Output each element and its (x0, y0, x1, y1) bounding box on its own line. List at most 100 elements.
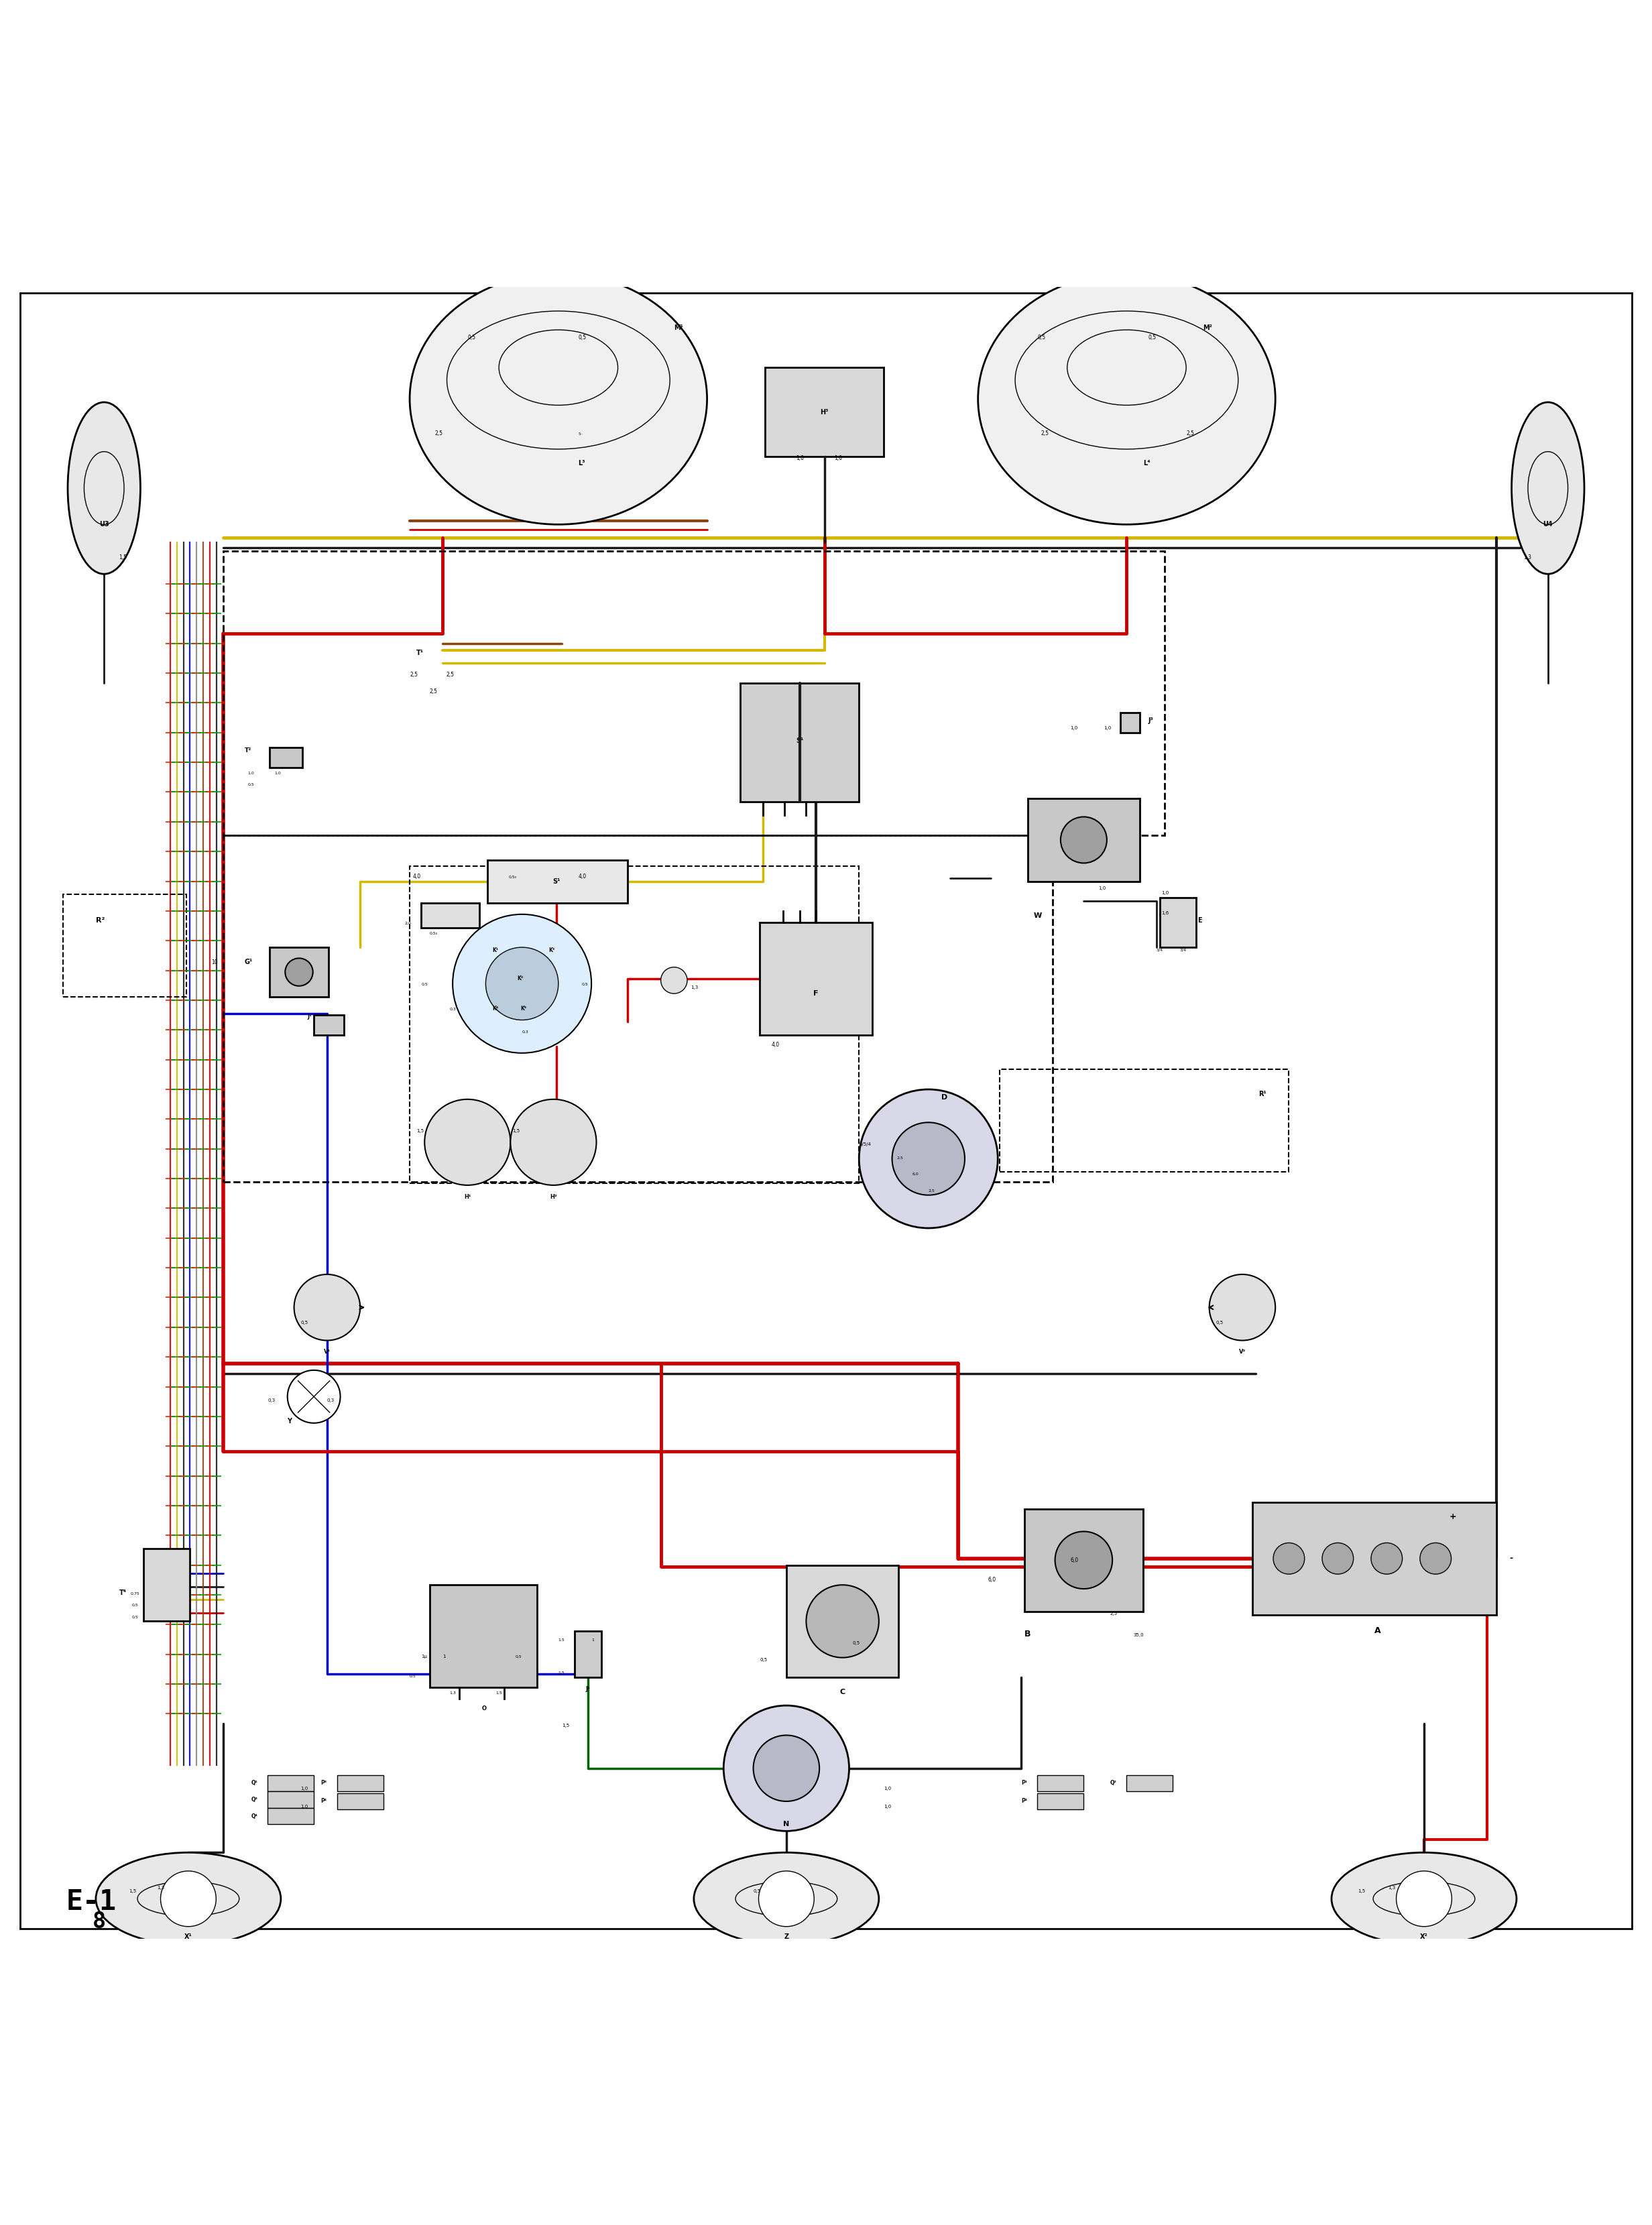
Text: A: A (1374, 1626, 1381, 1635)
Text: 0,5: 0,5 (1037, 334, 1046, 340)
Text: S¹: S¹ (796, 736, 803, 743)
Text: 2,5: 2,5 (1041, 432, 1049, 436)
Text: R¹: R¹ (1259, 1090, 1267, 1097)
Text: 2,5: 2,5 (434, 432, 443, 436)
Circle shape (510, 1099, 596, 1186)
Text: 4,0: 4,0 (578, 872, 586, 879)
Text: P³: P³ (320, 1780, 327, 1787)
Text: 2,5: 2,5 (897, 1157, 904, 1159)
Text: M¹: M¹ (674, 325, 684, 332)
Ellipse shape (96, 1853, 281, 1945)
Text: 3/4: 3/4 (1180, 948, 1186, 952)
Bar (410, 866, 859, 1184)
Circle shape (758, 1871, 814, 1927)
Circle shape (160, 1871, 216, 1927)
Bar (1127, 1776, 1173, 1791)
Text: Q⁴: Q⁴ (251, 1813, 258, 1820)
Circle shape (453, 914, 591, 1052)
Text: 6,0: 6,0 (988, 1578, 996, 1582)
Circle shape (753, 1736, 819, 1802)
Text: 0,5: 0,5 (1216, 1322, 1224, 1324)
Bar (63, 894, 187, 997)
Text: F: F (813, 990, 819, 997)
Circle shape (1371, 1542, 1403, 1573)
Text: 1,3: 1,3 (157, 1885, 165, 1889)
Text: H²: H² (550, 1193, 557, 1199)
Text: 2,5: 2,5 (928, 1188, 935, 1193)
Text: L⁴: L⁴ (1143, 461, 1150, 467)
Bar (1024, 1509, 1143, 1611)
Text: Q¹: Q¹ (251, 1780, 258, 1787)
Circle shape (1056, 1531, 1112, 1589)
Circle shape (425, 1099, 510, 1186)
Bar (1037, 1793, 1084, 1809)
Text: 0,3: 0,3 (327, 1397, 335, 1402)
Text: 1,0: 1,0 (301, 1804, 309, 1809)
Text: P¹: P¹ (1021, 1780, 1028, 1787)
Bar (144, 1549, 190, 1622)
Text: R²: R² (96, 917, 104, 923)
Circle shape (1322, 1542, 1353, 1573)
Text: 1µ: 1µ (421, 1653, 428, 1658)
Text: M²: M² (1203, 325, 1213, 332)
Text: 5/5/4: 5/5/4 (859, 1141, 871, 1146)
Text: 0,5: 0,5 (760, 1658, 768, 1662)
Text: 6,0: 6,0 (912, 1173, 919, 1177)
Text: 0,5: 0,5 (132, 1604, 139, 1606)
Text: 3/4: 3/4 (1156, 948, 1163, 952)
Text: B: B (1024, 1629, 1031, 1638)
Text: 1,0: 1,0 (1161, 890, 1170, 894)
Text: K²: K² (517, 975, 524, 981)
Text: 1,5: 1,5 (512, 1128, 520, 1133)
Text: N: N (783, 1820, 790, 1827)
Text: T²: T² (244, 748, 251, 754)
Bar (268, 1809, 314, 1824)
Bar (760, 923, 872, 1035)
Text: 1,6: 1,6 (1161, 910, 1170, 914)
Text: Y: Y (287, 1417, 291, 1424)
Ellipse shape (68, 403, 140, 574)
Text: 0,5: 0,5 (421, 983, 428, 986)
Text: 4,0: 4,0 (413, 872, 421, 879)
Ellipse shape (1512, 403, 1584, 574)
Text: 1,0: 1,0 (1104, 725, 1112, 730)
Bar (223, 834, 1052, 1181)
Text: 2,5: 2,5 (1186, 432, 1194, 436)
Text: Q³: Q³ (251, 1796, 258, 1802)
Circle shape (1396, 1871, 1452, 1927)
Text: 0,5: 0,5 (1148, 334, 1156, 340)
Circle shape (1209, 1275, 1275, 1339)
Text: 0,5: 0,5 (468, 334, 476, 340)
Text: 1,3: 1,3 (1388, 1885, 1396, 1889)
Bar (269, 748, 302, 768)
Ellipse shape (978, 274, 1275, 525)
Text: 1,5: 1,5 (558, 1671, 565, 1675)
Circle shape (859, 1090, 998, 1228)
Text: 1,0: 1,0 (884, 1804, 892, 1809)
Text: 1,0: 1,0 (1099, 886, 1107, 890)
Text: 0,5: 0,5 (753, 1889, 762, 1893)
Text: H¹: H¹ (464, 1193, 471, 1199)
Bar (1028, 799, 1140, 881)
Text: 2,5: 2,5 (410, 672, 418, 679)
Bar (1160, 897, 1196, 948)
Text: E-1: E-1 (66, 1889, 116, 1916)
Circle shape (294, 1275, 360, 1339)
Text: 2,0: 2,0 (405, 921, 411, 926)
Text: X¹: X¹ (185, 1934, 192, 1940)
Circle shape (661, 968, 687, 995)
Text: 4,0: 4,0 (771, 1041, 780, 1048)
Text: J⁴: J⁴ (586, 1687, 590, 1691)
Text: J³: J³ (1148, 716, 1153, 723)
Text: 1,5: 1,5 (496, 1691, 502, 1695)
Circle shape (287, 1371, 340, 1424)
Text: K¹: K¹ (492, 948, 499, 955)
Circle shape (1061, 817, 1107, 863)
Text: 1,0: 1,0 (1070, 725, 1079, 730)
Ellipse shape (694, 1853, 879, 1945)
Text: Q²: Q² (1110, 1780, 1117, 1787)
Text: 8: 8 (93, 1911, 106, 1934)
Text: P²: P² (1021, 1798, 1028, 1804)
Text: 6,0: 6,0 (1070, 1557, 1079, 1564)
Bar (268, 1776, 314, 1791)
